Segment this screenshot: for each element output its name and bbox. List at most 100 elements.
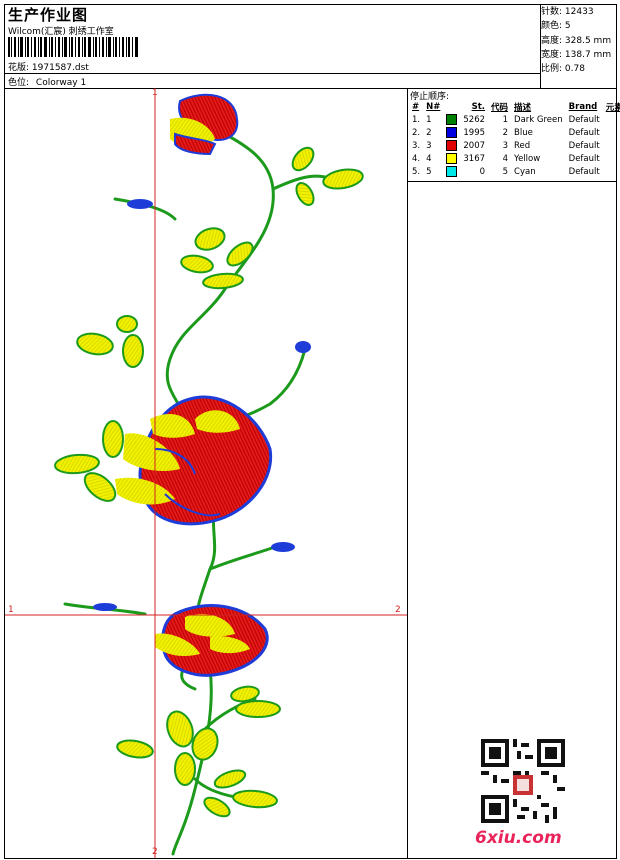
row-stitches: 3167 bbox=[463, 153, 486, 164]
row-code: 4 bbox=[502, 153, 509, 164]
design-label: 花版: bbox=[8, 63, 30, 73]
col-swatch bbox=[443, 100, 460, 113]
row-description: Yellow bbox=[514, 153, 541, 164]
guide-h-right-label: 2 bbox=[395, 605, 401, 615]
leaf bbox=[166, 710, 194, 748]
watermark: 6xiu.com bbox=[475, 828, 562, 848]
leaf bbox=[291, 146, 315, 172]
color-row: 1. 1 5262 1 Dark Green Default bbox=[409, 113, 620, 126]
colorway-label: 色位: bbox=[8, 78, 30, 88]
rose-main bbox=[115, 395, 273, 526]
colors-value: 5 bbox=[564, 21, 571, 32]
color-swatch bbox=[446, 114, 458, 125]
row-element bbox=[603, 126, 620, 139]
leaf bbox=[295, 182, 315, 206]
row-element bbox=[603, 152, 620, 165]
leaf bbox=[213, 769, 247, 789]
leaf bbox=[116, 739, 154, 759]
color-row: 3. 3 2007 3 Red Default bbox=[409, 139, 620, 152]
guide-v-bottom-label: 2 bbox=[152, 847, 158, 857]
guide-v-top-label: 1 bbox=[152, 88, 158, 98]
page-title: 生产作业图 bbox=[8, 6, 89, 24]
table-bottom-divider bbox=[407, 181, 617, 182]
leaf bbox=[230, 685, 260, 703]
row-needle: 5 bbox=[426, 166, 432, 177]
colorway-value: Colorway 1 bbox=[35, 78, 87, 88]
row-index: 5. bbox=[412, 166, 421, 177]
leaf bbox=[76, 332, 114, 356]
design-line: 花版: 1971587.dst bbox=[8, 60, 89, 73]
colorway-line: 色位: Colorway 1 bbox=[8, 75, 86, 88]
stats-divider bbox=[540, 4, 541, 88]
row-description: Red bbox=[514, 140, 531, 151]
scale-value: 0.78 bbox=[564, 64, 585, 75]
col-stitches: St. bbox=[471, 101, 486, 112]
guide-h-left-label: 1 bbox=[8, 605, 14, 615]
row-element bbox=[603, 165, 620, 178]
scale-row: 比例: 0.78 bbox=[541, 62, 611, 76]
stop-sequence-table: # N# St. 代码 描述 Brand 元素 1. 1 5262 1 Dark Gre… bbox=[409, 100, 620, 178]
row-code: 3 bbox=[502, 140, 509, 151]
row-index: 1. bbox=[412, 114, 421, 125]
row-needle: 4 bbox=[426, 153, 432, 164]
leaf bbox=[54, 453, 100, 475]
qr-code bbox=[481, 739, 565, 823]
width-row: 宽度: 138.7 mm bbox=[541, 48, 611, 62]
col-index: # bbox=[412, 101, 420, 112]
row-stitches: 2007 bbox=[463, 140, 486, 151]
row-swatch bbox=[443, 126, 460, 139]
leaves bbox=[54, 146, 364, 818]
row-swatch bbox=[443, 113, 460, 126]
col-code: 代码 bbox=[491, 102, 509, 113]
panel-divider bbox=[407, 88, 408, 859]
leaf bbox=[203, 796, 231, 818]
row-index: 4. bbox=[412, 153, 421, 164]
row-brand: Default bbox=[568, 127, 600, 138]
leaf bbox=[102, 420, 124, 458]
row-description: Dark Green bbox=[514, 114, 563, 125]
color-row: 4. 4 3167 4 Yellow Default bbox=[409, 152, 620, 165]
color-swatch bbox=[446, 140, 458, 151]
color-swatch bbox=[446, 153, 458, 164]
row-swatch bbox=[443, 165, 460, 178]
design-value: 1971587.dst bbox=[31, 63, 89, 73]
table-header-row: # N# St. 代码 描述 Brand 元素 bbox=[409, 100, 620, 113]
width-value: 138.7 mm bbox=[564, 49, 612, 60]
scale-label: 比例: bbox=[541, 64, 563, 75]
row-needle: 2 bbox=[426, 127, 432, 138]
row-brand: Default bbox=[568, 153, 600, 164]
col-description: 描述 bbox=[514, 102, 532, 113]
row-stitches: 0 bbox=[479, 166, 486, 177]
stitches-label: 针数: bbox=[541, 7, 563, 17]
leaf bbox=[194, 227, 226, 251]
stats-panel: 针数: 12433 颜色: 5 高度: 328.5 mm 宽度: 138.7 m… bbox=[541, 5, 611, 76]
row-code: 2 bbox=[502, 127, 509, 138]
stitches-row: 针数: 12433 bbox=[541, 5, 611, 19]
color-row: 2. 2 1995 2 Blue Default bbox=[409, 126, 620, 139]
height-label: 高度: bbox=[541, 35, 563, 46]
rosebud-top bbox=[170, 93, 239, 156]
header-bottom-divider bbox=[4, 88, 617, 89]
row-element bbox=[603, 139, 620, 152]
colors-row: 颜色: 5 bbox=[541, 19, 611, 33]
barcode bbox=[8, 37, 138, 57]
height-row: 高度: 328.5 mm bbox=[541, 34, 611, 48]
row-needle: 3 bbox=[426, 140, 432, 151]
color-swatch bbox=[446, 166, 458, 177]
col-element: 元素 bbox=[605, 102, 620, 113]
row-swatch bbox=[443, 152, 460, 165]
stop-sequence-title: 停止顺序: bbox=[410, 92, 450, 102]
rose-lower bbox=[155, 604, 269, 677]
row-index: 2. bbox=[412, 127, 421, 138]
leaf bbox=[322, 168, 364, 190]
row-swatch bbox=[443, 139, 460, 152]
page-frame bbox=[4, 4, 617, 859]
colors-label: 颜色: bbox=[541, 21, 563, 32]
row-description: Blue bbox=[514, 127, 533, 138]
bud-small-top bbox=[93, 199, 311, 611]
leaf bbox=[202, 272, 244, 290]
row-brand: Default bbox=[568, 140, 600, 151]
width-label: 宽度: bbox=[541, 49, 563, 60]
height-value: 328.5 mm bbox=[564, 35, 612, 46]
leaf bbox=[226, 241, 254, 267]
